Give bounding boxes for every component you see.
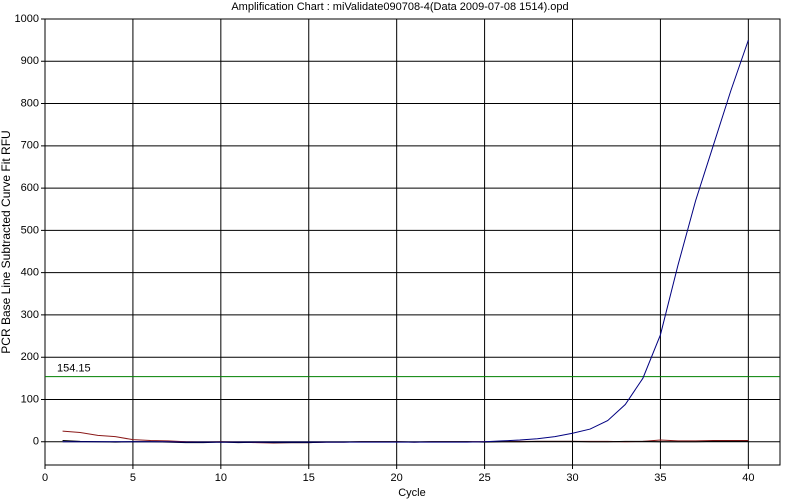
y-tick-label: 400 [21, 267, 39, 279]
y-tick-label: 800 [21, 97, 39, 109]
y-tick-label: 600 [21, 182, 39, 194]
chart-title: Amplification Chart : miValidate090708-4… [231, 1, 568, 13]
plot-area [44, 18, 781, 466]
x-tick-label: 5 [130, 472, 136, 484]
x-tick-label: 40 [742, 472, 754, 484]
x-tick-label: 0 [42, 472, 48, 484]
y-tick-label: 0 [33, 436, 39, 448]
x-tick-label: 10 [215, 472, 227, 484]
threshold-label: 154.15 [57, 362, 91, 374]
x-tick-label: 35 [654, 472, 666, 484]
y-tick-label: 500 [21, 224, 39, 236]
x-tick-label: 15 [303, 472, 315, 484]
y-axis-label: PCR Base Line Subtracted Curve Fit RFU [0, 130, 13, 353]
y-tick-label: 1000 [15, 13, 39, 25]
y-tick-label: 900 [21, 55, 39, 67]
x-axis-label: Cycle [398, 487, 426, 499]
series-line [62, 39, 749, 443]
x-tick-label: 20 [391, 472, 403, 484]
x-tick-label: 25 [478, 472, 490, 484]
y-tick-label: 700 [21, 140, 39, 152]
y-tick-label: 300 [21, 309, 39, 321]
y-tick-label: 100 [21, 393, 39, 405]
y-tick-label: 200 [21, 351, 39, 363]
x-tick-label: 30 [566, 472, 578, 484]
